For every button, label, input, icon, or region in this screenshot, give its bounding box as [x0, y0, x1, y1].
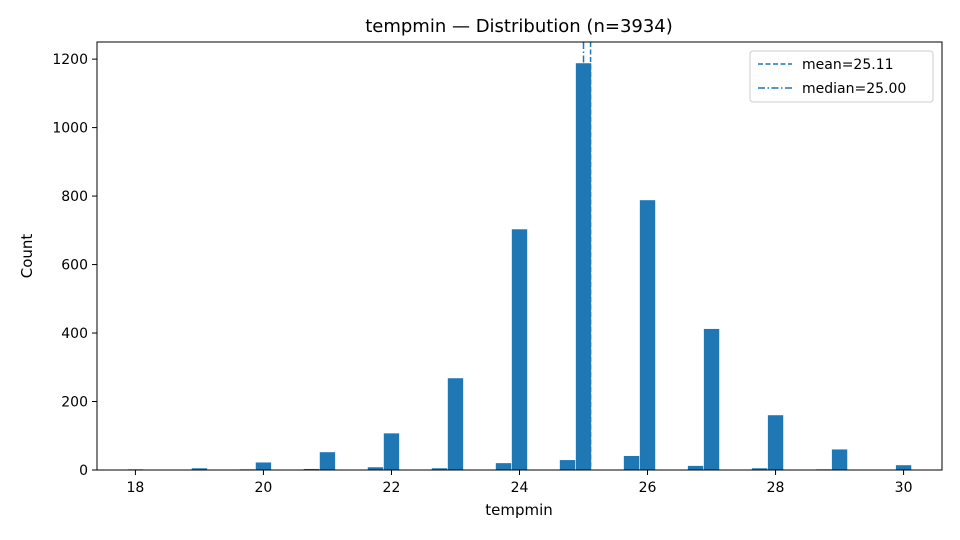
y-tick-label-1000: 1000	[52, 121, 88, 137]
histogram-bar-8	[431, 468, 448, 470]
x-axis: 18 20 22 24 26 28 30	[126, 470, 913, 496]
y-axis: 0 200 400 600 800 1000 1200	[52, 52, 97, 479]
y-tick-label-200: 200	[61, 395, 88, 411]
histogram-bar-21	[831, 449, 848, 470]
histogram-bar-11	[511, 229, 528, 470]
x-tick-label-30: 30	[895, 480, 913, 496]
y-axis-title: Count	[18, 234, 36, 279]
histogram-bar-12	[559, 460, 576, 470]
histogram-bar-9	[447, 378, 464, 470]
histogram-bar-13	[575, 63, 592, 471]
histogram-bar-22	[895, 465, 912, 470]
y-tick-label-0: 0	[79, 463, 88, 479]
histogram-bar-4	[303, 468, 320, 470]
histogram-bar-14	[623, 455, 640, 470]
y-tick-label-400: 400	[61, 326, 88, 342]
y-tick-label-800: 800	[61, 189, 88, 205]
histogram-bar-6	[367, 467, 384, 470]
y-tick-label-1200: 1200	[52, 52, 88, 68]
histogram-bar-18	[751, 468, 768, 470]
histogram-bar-10	[495, 463, 512, 470]
legend-median-label: median=25.00	[802, 81, 906, 97]
histogram-bar-7	[383, 433, 400, 470]
histogram-bar-17	[703, 328, 720, 470]
histogram-bar-3	[255, 462, 272, 470]
x-axis-title: tempmin	[485, 501, 553, 519]
x-tick-label-18: 18	[126, 480, 144, 496]
chart-title: tempmin — Distribution (n=3934)	[365, 16, 673, 37]
x-tick-label-26: 26	[639, 480, 657, 496]
histogram-bar-15	[639, 200, 656, 471]
legend: mean=25.11 median=25.00	[749, 50, 934, 103]
histogram-bar-5	[319, 452, 336, 470]
legend-mean-label: mean=25.11	[802, 57, 894, 73]
x-tick-label-28: 28	[767, 480, 785, 496]
x-tick-label-20: 20	[255, 480, 273, 496]
stat-lines-layer	[582, 42, 592, 470]
x-tick-label-22: 22	[383, 480, 401, 496]
histogram-bar-19	[767, 415, 784, 470]
y-tick-label-600: 600	[61, 258, 88, 274]
bars-layer	[127, 63, 912, 471]
histogram-bar-16	[687, 465, 704, 470]
histogram-bar-1	[191, 468, 208, 470]
x-tick-label-24: 24	[511, 480, 529, 496]
legend-box	[749, 50, 934, 103]
